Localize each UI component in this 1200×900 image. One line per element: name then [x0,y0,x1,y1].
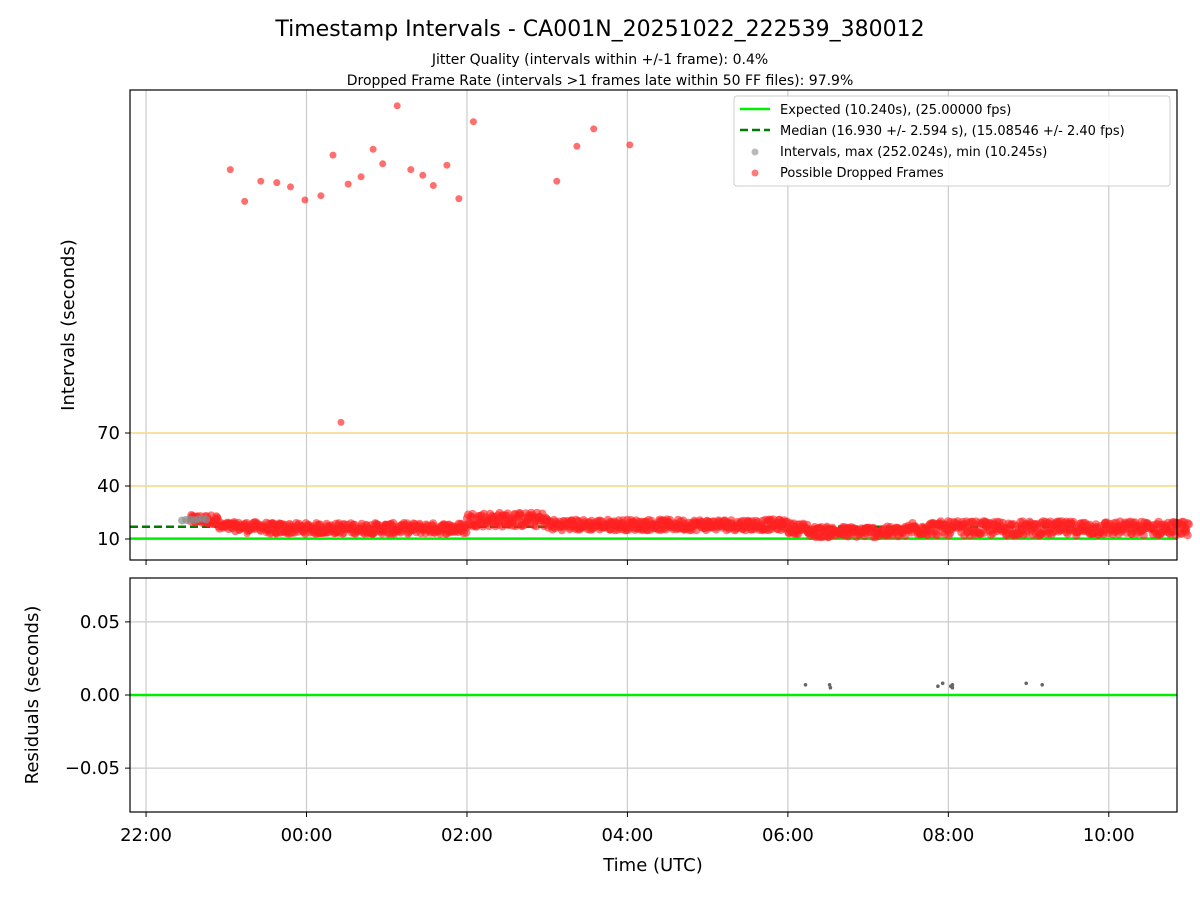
residuals-panel: 0.05 0.00 −0.05 22:00 00:00 02:00 04:00 06:00 0… [22,577,1178,846]
dropped-frame-point [1139,531,1148,540]
dropped-frame-point [532,521,541,531]
dropped-frame-outlier-point [337,418,345,426]
dropped-frame-point [277,529,285,537]
dropped-frame-outlier-point [369,145,377,153]
dropped-frame-outlier-point [287,183,294,191]
dropped-frame-point [1183,531,1192,540]
legend-dropped-label: Possible Dropped Frames [780,166,944,181]
residual-point [1024,681,1028,686]
legend-dropped-swatch [751,169,759,177]
dropped-frame-outlier-point [226,166,234,174]
dropped-frame-outlier-point [469,118,477,126]
dropped-frame-point [1069,517,1078,527]
dropped-frame-outlier-point [393,102,401,110]
legend: Expected (10.240s), (25.00000 fps) Media… [733,95,1171,187]
residual-point [940,681,945,686]
legend-expected-label: Expected (10.240s), (25.00000 fps) [780,103,1011,118]
x-axis-label: Time (UTC) [602,855,703,876]
dropped-frame-outlier-point [257,177,265,185]
chart-subtitle-jitter: Jitter Quality (intervals within +/-1 fr… [431,52,768,68]
dropped-frame-outlier-point [553,177,561,185]
dropped-frame-outlier-point [317,192,325,200]
dropped-frame-point [369,529,377,537]
dropped-frame-outlier-point [407,166,415,174]
dropped-frame-point [262,529,270,537]
residual-point [950,685,955,690]
dropped-frame-outlier-point [573,142,581,150]
dropped-frame-outlier-point [301,196,309,204]
dropped-frame-point [284,530,292,538]
x-tick-label: 02:00 [441,825,493,846]
dropped-frame-outlier-point [590,125,598,133]
dropped-frame-outlier-point [419,171,427,179]
intervals-panel: 10 40 70 Intervals (seconds) Expected (10.… [58,89,1194,565]
residual-point [827,683,832,687]
dropped-frame-point [271,529,279,537]
x-tick-label: 06:00 [762,825,814,846]
legend-intervals-label: Intervals, max (252.024s), min (10.245s) [780,145,1047,160]
dropped-frame-point [322,529,330,537]
dropped-frame-point [384,530,392,538]
residual-point [936,684,940,688]
dropped-frame-outlier-point [626,141,634,149]
chart-subtitle-dropped: Dropped Frame Rate (intervals >1 frames … [347,73,854,89]
residuals-y-axis-label: Residuals (seconds) [22,606,43,785]
x-tick-label: 08:00 [922,825,974,846]
dropped-frame-point [340,530,348,538]
dropped-frame-outlier-point [379,160,387,168]
dropped-frame-point [332,529,340,537]
dropped-frame-outlier-point [455,195,463,203]
residual-point [803,683,808,687]
dropped-frame-point [243,530,251,538]
dropped-frame-outlier-point [329,151,337,159]
dropped-frame-point [314,529,322,537]
residuals-y-tick-label: −0.05 [65,758,120,779]
residual-point [950,683,955,687]
x-tick-label: 04:00 [601,825,653,846]
residual-point [828,685,833,690]
residual-point [1040,683,1044,687]
dropped-frame-point [391,530,399,538]
intervals-plot-frame [129,89,1178,561]
x-tick-label: 22:00 [120,825,172,846]
intervals-y-axis-label: Intervals (seconds) [58,239,79,411]
residuals-y-tick-label: 0.05 [80,612,120,633]
legend-box [733,95,1171,187]
interval-point [202,515,211,524]
x-tick-label: 10:00 [1083,825,1135,846]
dropped-frame-outlier-point [357,173,365,181]
dropped-frame-outlier-point [429,182,437,189]
dropped-frame-point [1184,520,1194,529]
x-tick-label: 00:00 [281,825,333,846]
intervals-y-tick-label: 10 [97,529,120,550]
legend-intervals-swatch [751,148,759,156]
legend-median-label: Median (16.930 +/- 2.594 s), (15.08546 +… [780,124,1125,139]
dropped-frame-outlier-point [443,161,451,169]
dropped-frame-outlier-point [273,179,281,187]
dropped-frame-outlier-point [344,180,352,188]
residuals-y-tick-label: 0.00 [80,685,120,706]
dropped-frame-outlier-point [241,197,249,205]
chart-title: Timestamp Intervals - CA001N_20251022_22… [274,17,924,42]
intervals-y-tick-label: 70 [97,423,120,444]
intervals-y-tick-label: 40 [97,476,120,497]
